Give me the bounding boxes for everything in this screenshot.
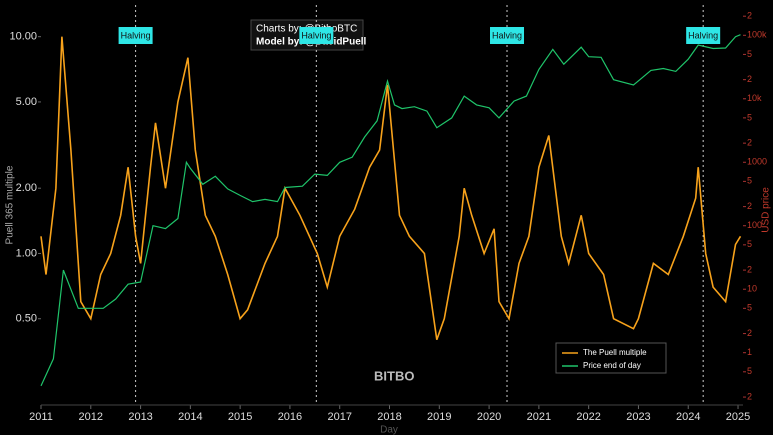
x-tick-label: 2020: [477, 411, 501, 423]
y-tick-label: 10.00: [9, 31, 37, 43]
halving-label: Halving: [121, 30, 151, 40]
x-tick-label: 2019: [427, 411, 451, 423]
x-tick-label: 2013: [128, 411, 152, 423]
y2-tick-label: 2: [747, 11, 752, 21]
y2-tick-label: 5: [747, 112, 752, 122]
y2-tick-label: 2: [747, 328, 752, 338]
y2-tick-label: 10k: [747, 93, 762, 103]
halving-box: [490, 27, 525, 44]
x-tick-label: 2021: [527, 411, 551, 423]
y2-tick-label: 5: [747, 176, 752, 186]
x-tick-label: 2016: [278, 411, 302, 423]
y2-tick-label: 2: [747, 201, 752, 211]
y-tick-label: 0.50: [16, 313, 37, 325]
legend: [555, 342, 667, 374]
y2-tick-label: 5: [747, 303, 752, 313]
y2-tick-label: 2: [747, 391, 752, 401]
y2-tick-label: 1000: [747, 157, 767, 167]
y2-tick-label: 10: [747, 284, 757, 294]
x-tick-label: 2018: [377, 411, 401, 423]
y2-tick-label: 5: [747, 49, 752, 59]
y2-tick-label: 100k: [747, 30, 767, 40]
x-tick-label: 2017: [327, 411, 351, 423]
y2-tick-label: 1: [747, 347, 752, 357]
x-axis-label: Day: [380, 425, 398, 435]
halving-label: Halving: [492, 30, 522, 40]
x-tick-label: 2024: [676, 411, 700, 423]
x-tick-label: 2025: [726, 411, 750, 423]
x-tick-label: 2015: [228, 411, 252, 423]
y2-tick-label: 2: [747, 138, 752, 148]
halving-box: [118, 27, 153, 44]
legend-label: Price end of day: [583, 361, 641, 370]
halving-box: [686, 27, 721, 44]
y2-tick-label: 100: [747, 220, 762, 230]
halving-label: Halving: [688, 30, 718, 40]
y2-tick-label: 5: [747, 239, 752, 249]
x-tick-label: 2023: [626, 411, 650, 423]
y2-axis-label: USD price: [761, 187, 772, 233]
x-tick-label: 2011: [29, 411, 53, 423]
halving-box: [299, 27, 334, 44]
y-tick-label: 1.00: [16, 247, 37, 259]
halving-label: Halving: [301, 30, 331, 40]
y-tick-label: 2.00: [16, 182, 37, 194]
x-tick-label: 2012: [79, 411, 103, 423]
x-tick-label: 2014: [178, 411, 202, 423]
y-tick-label: 5.00: [16, 96, 37, 108]
x-tick-label: 2022: [576, 411, 600, 423]
watermark: BITBO: [374, 368, 414, 383]
y2-tick-label: 2: [747, 74, 752, 84]
series-line: [40, 34, 741, 387]
legend-label: The Puell multiple: [583, 348, 647, 357]
series-line: [40, 36, 742, 340]
y2-tick-label: 5: [747, 366, 752, 376]
y2-tick-label: 2: [747, 264, 752, 274]
y-axis-label: Puell 365 multiple: [5, 165, 16, 244]
